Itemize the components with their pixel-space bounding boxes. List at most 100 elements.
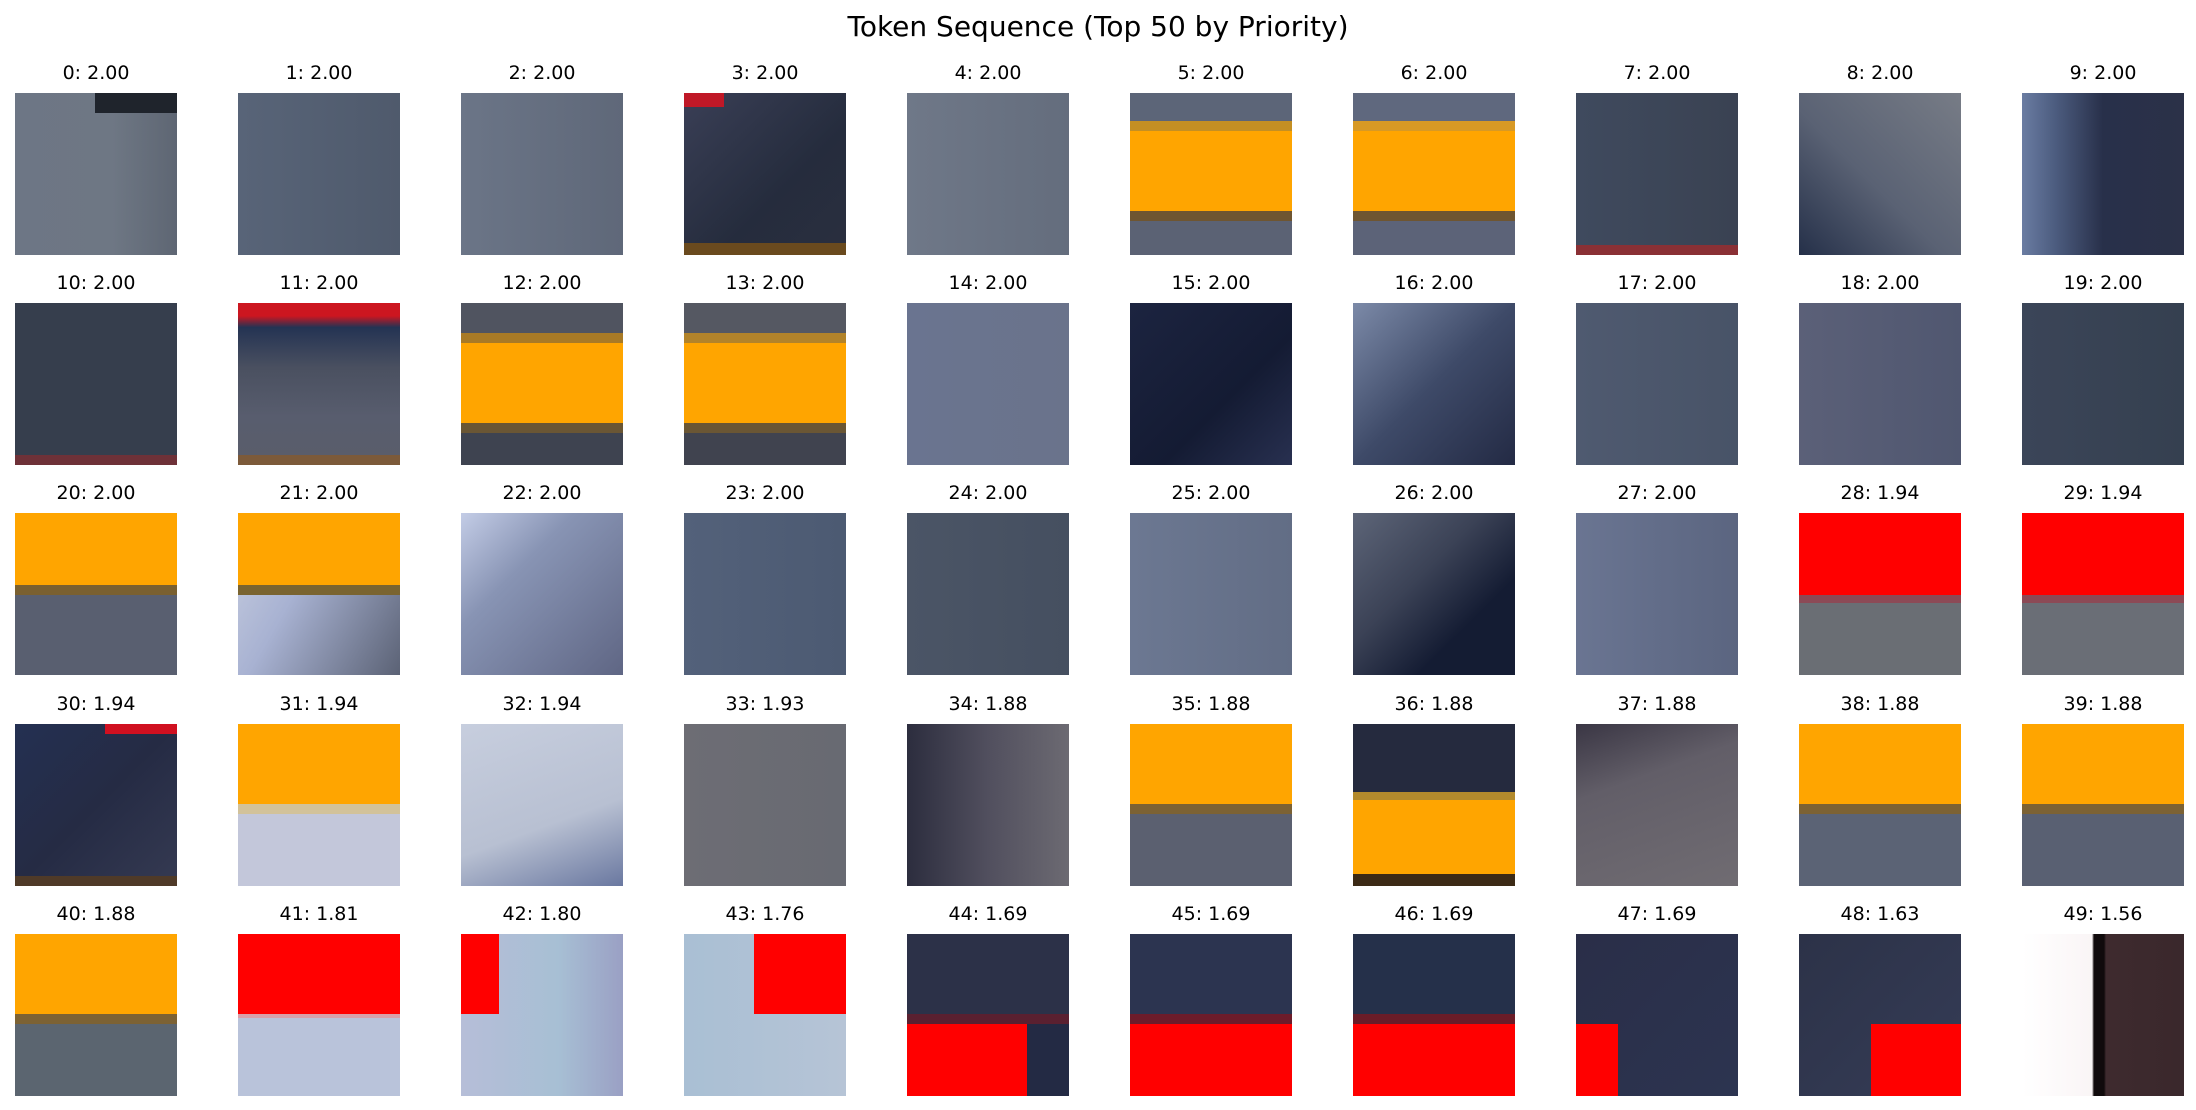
token-label: 18: 2.00	[1840, 272, 1920, 294]
token-label: 42: 1.80	[502, 903, 582, 925]
token-image	[1799, 934, 1961, 1096]
token-image-region	[238, 585, 400, 595]
token-image-region	[907, 1014, 1069, 1024]
token-image-region	[461, 343, 623, 423]
token-image-region	[1353, 792, 1515, 800]
token-label: 28: 1.94	[1840, 482, 1920, 504]
token-image-region	[2022, 513, 2184, 595]
token-image	[1130, 93, 1292, 255]
token-image-region	[1576, 245, 1738, 255]
token-image-region	[684, 423, 846, 433]
token-image	[2022, 303, 2184, 465]
token-label: 5: 2.00	[1177, 62, 1245, 84]
token-image	[15, 513, 177, 675]
token-label: 47: 1.69	[1617, 903, 1697, 925]
token-label: 32: 1.94	[502, 693, 582, 715]
token-label: 11: 2.00	[279, 272, 359, 294]
token-image-region	[461, 934, 499, 1014]
token-image-region	[1353, 131, 1515, 211]
token-label: 2: 2.00	[508, 62, 576, 84]
token-label: 35: 1.88	[1171, 693, 1251, 715]
token-image-region	[1799, 804, 1961, 814]
token-image	[1576, 513, 1738, 675]
token-label: 9: 2.00	[2069, 62, 2137, 84]
token-label: 24: 2.00	[948, 482, 1028, 504]
token-image	[907, 513, 1069, 675]
figure-title: Token Sequence (Top 50 by Priority)	[847, 10, 1349, 43]
token-image-region	[1130, 121, 1292, 131]
token-label: 10: 2.00	[56, 272, 136, 294]
token-label: 39: 1.88	[2063, 693, 2143, 715]
token-image	[907, 934, 1069, 1096]
token-label: 27: 2.00	[1617, 482, 1697, 504]
token-image	[1353, 934, 1515, 1096]
token-image	[461, 724, 623, 886]
token-image-region	[1353, 1024, 1515, 1096]
token-label: 1: 2.00	[285, 62, 353, 84]
token-image-region	[754, 934, 846, 1014]
token-image-region	[684, 303, 846, 333]
token-image	[1799, 513, 1961, 675]
token-image	[238, 303, 400, 465]
token-image-region	[1799, 595, 1961, 603]
token-label: 12: 2.00	[502, 272, 582, 294]
token-label: 0: 2.00	[62, 62, 130, 84]
token-label: 4: 2.00	[954, 62, 1022, 84]
token-image	[1130, 303, 1292, 465]
token-image	[1576, 934, 1738, 1096]
token-image	[15, 303, 177, 465]
token-image-region	[95, 93, 177, 113]
token-image-region	[1871, 1024, 1961, 1096]
token-image	[15, 934, 177, 1096]
token-image-region	[15, 934, 177, 1014]
token-label: 19: 2.00	[2063, 272, 2143, 294]
token-label: 20: 2.00	[56, 482, 136, 504]
token-image-region	[461, 423, 623, 433]
token-label: 30: 1.94	[56, 693, 136, 715]
token-image-region	[684, 243, 846, 255]
token-image-region	[238, 804, 400, 814]
token-image	[684, 934, 846, 1096]
token-image-region	[1353, 724, 1515, 792]
token-image	[907, 724, 1069, 886]
token-label: 44: 1.69	[948, 903, 1028, 925]
token-image-region	[2022, 724, 2184, 804]
token-label: 38: 1.88	[1840, 693, 1920, 715]
token-image	[2022, 513, 2184, 675]
token-image	[2022, 724, 2184, 886]
token-image	[1353, 93, 1515, 255]
token-image-region	[15, 876, 177, 886]
token-image	[1576, 724, 1738, 886]
token-image-region	[1353, 121, 1515, 131]
token-label: 29: 1.94	[2063, 482, 2143, 504]
token-image	[1130, 724, 1292, 886]
token-image	[15, 93, 177, 255]
token-image	[1130, 513, 1292, 675]
token-image-region	[1353, 934, 1515, 1014]
token-label: 41: 1.81	[279, 903, 359, 925]
token-image-region	[15, 513, 177, 585]
token-image-region	[907, 934, 1069, 1014]
token-image	[684, 303, 846, 465]
token-image-region	[238, 513, 400, 585]
token-image	[1799, 724, 1961, 886]
token-image	[461, 303, 623, 465]
token-image	[1799, 93, 1961, 255]
token-image-region	[105, 724, 177, 734]
token-image-region	[15, 1014, 177, 1024]
token-label: 8: 2.00	[1846, 62, 1914, 84]
token-image	[2022, 93, 2184, 255]
token-image	[1353, 303, 1515, 465]
token-image	[15, 724, 177, 886]
token-label: 46: 1.69	[1394, 903, 1474, 925]
token-image-region	[2022, 595, 2184, 603]
token-image-region	[684, 333, 846, 343]
token-label: 16: 2.00	[1394, 272, 1474, 294]
token-image-region	[1353, 1014, 1515, 1024]
token-label: 7: 2.00	[1623, 62, 1691, 84]
token-image-region	[1130, 1014, 1292, 1024]
token-image-region	[684, 343, 846, 423]
token-label: 17: 2.00	[1617, 272, 1697, 294]
token-image-region	[1353, 211, 1515, 221]
token-image-region	[1130, 131, 1292, 211]
